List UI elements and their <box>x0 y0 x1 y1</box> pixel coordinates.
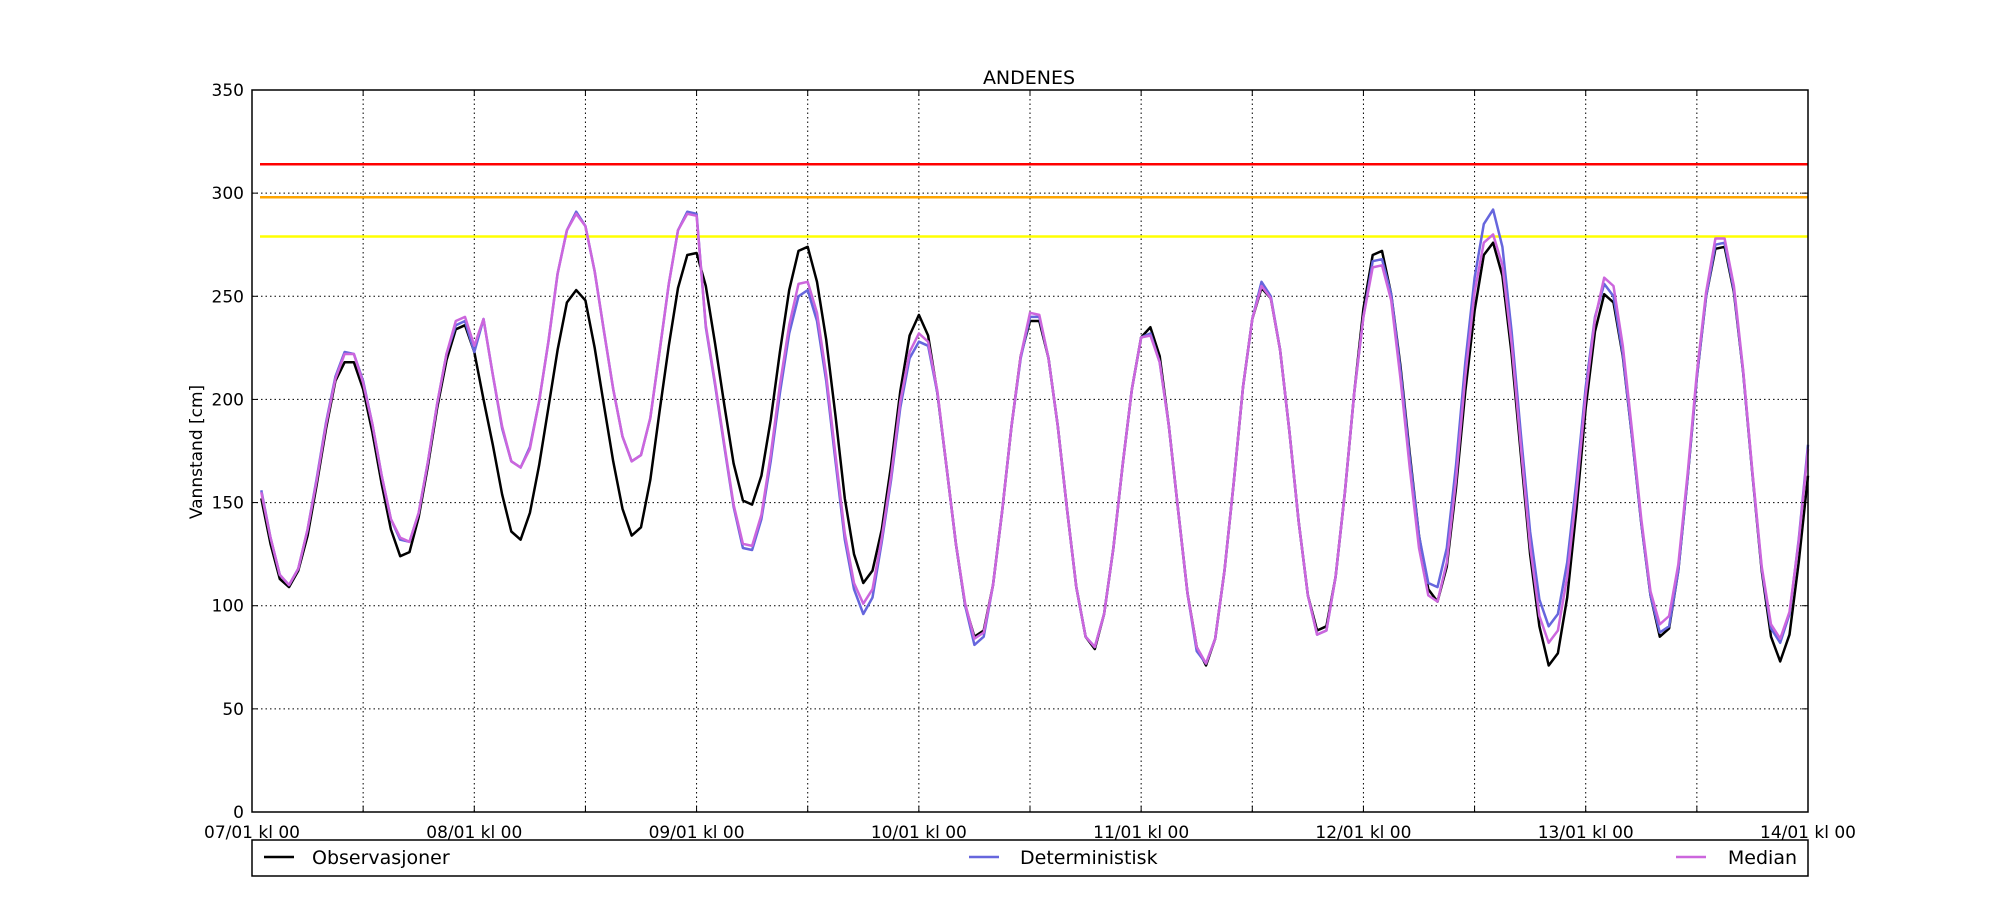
legend-label-deterministisk: Deterministisk <box>1020 847 1158 869</box>
x-tick-label: 07/01 kl 00 <box>204 823 300 843</box>
x-tick-label: 13/01 kl 00 <box>1538 823 1634 843</box>
x-tick-label: 10/01 kl 00 <box>871 823 967 843</box>
series-line-median <box>260 212 1810 665</box>
y-tick-label: 300 <box>212 184 244 204</box>
chart-title: ANDENES <box>983 67 1075 89</box>
threshold-lines <box>260 163 1808 238</box>
y-tick-label: 150 <box>212 494 244 514</box>
x-tick-label: 14/01 kl 00 <box>1760 823 1856 843</box>
series-line-observasjoner <box>260 241 1810 667</box>
legend-label-observasjoner: Observasjoner <box>312 847 450 869</box>
y-axis-label: Vannstand [cm] <box>187 385 207 519</box>
x-tick-label: 12/01 kl 00 <box>1315 823 1411 843</box>
series-lines <box>260 208 1810 667</box>
legend-label-median: Median <box>1728 847 1797 869</box>
legend: Observasjoner Deterministisk Median <box>251 839 1809 877</box>
y-tick-label: 350 <box>212 81 244 101</box>
x-tick-label: 09/01 kl 00 <box>649 823 745 843</box>
y-tick-label: 200 <box>212 390 244 410</box>
x-tick-label: 08/01 kl 00 <box>426 823 522 843</box>
y-tick-label: 250 <box>212 287 244 307</box>
series-line-deterministisk <box>260 208 1810 665</box>
x-tick-label: 11/01 kl 00 <box>1093 823 1189 843</box>
y-tick-label: 0 <box>233 803 244 823</box>
y-tick-label: 50 <box>222 700 244 720</box>
y-tick-label: 100 <box>212 597 244 617</box>
axes: 0 50 100 150 200 250 300 350 07/01 kl 00 08/01 kl… <box>204 81 1856 843</box>
legend-box <box>251 839 1809 877</box>
